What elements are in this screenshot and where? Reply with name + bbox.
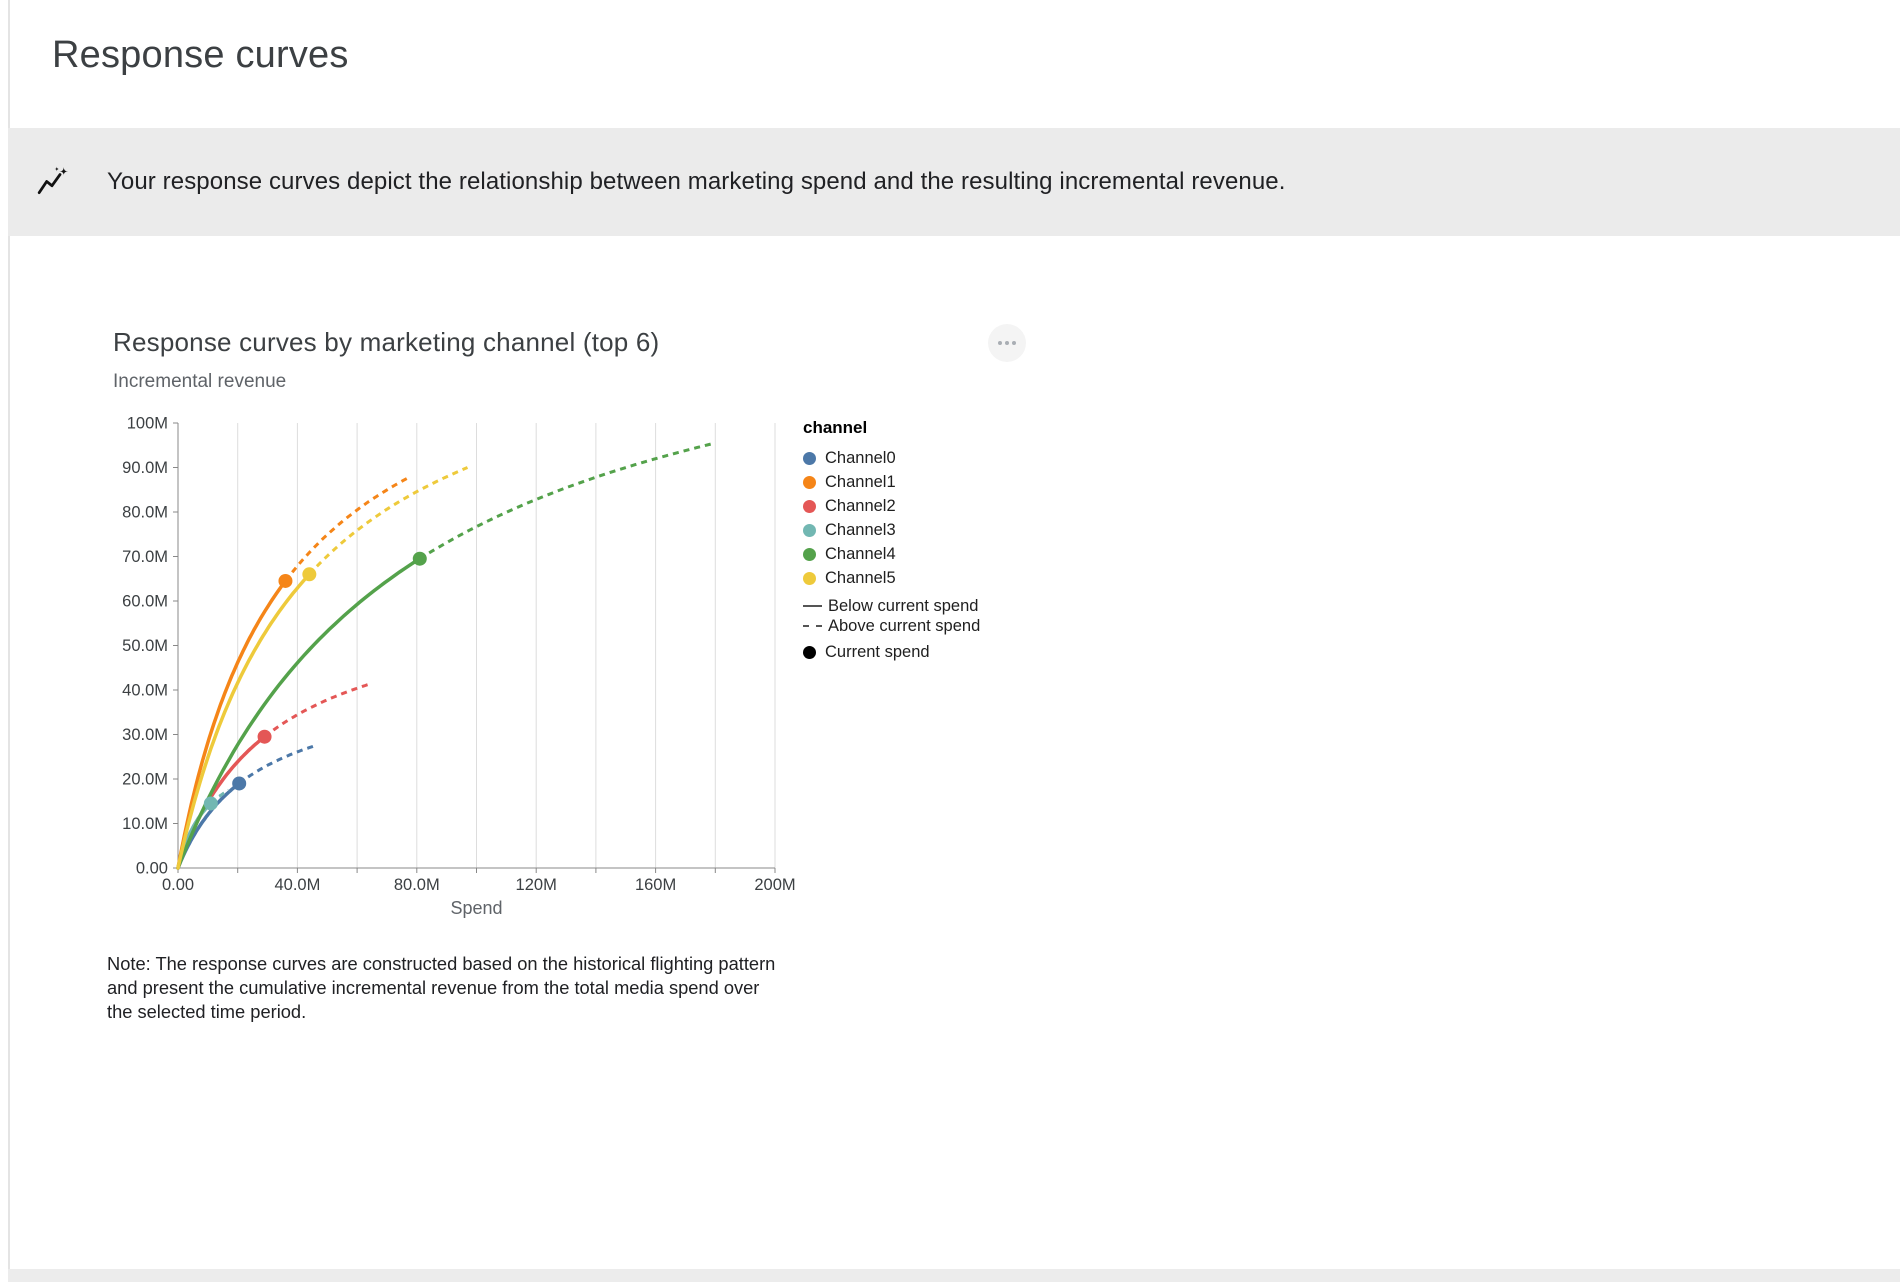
y-tick-label: 50.0M: [122, 637, 168, 655]
chart-menu-button[interactable]: [988, 324, 1026, 362]
chart-y-axis-caption: Incremental revenue: [113, 371, 287, 392]
legend-item-above-current-spend: Above current spend: [803, 616, 980, 636]
current-spend-dot-Channel4: [412, 551, 427, 566]
response-curves-chart: 0.00 40.0M 80.0M 120M 160M 200M 0.00 10.0M 20.0M…: [122, 415, 795, 919]
info-banner: Your response curves depict the relation…: [8, 128, 1900, 236]
legend-swatch: [803, 547, 816, 561]
y-tick-label: 70.0M: [122, 548, 168, 566]
curve-Channel0-above-spend: [238, 744, 316, 785]
y-tick-label: 0.00: [136, 860, 168, 878]
legend-label: Channel2: [825, 496, 896, 515]
page-title: Response curves: [52, 34, 349, 76]
legend-label: Below current spend: [828, 596, 979, 615]
x-tick-label: 160M: [635, 876, 676, 894]
y-tick-label: 20.0M: [122, 771, 168, 789]
solid-swatch: [803, 605, 822, 607]
chart-note: Note: The response curves are constructe…: [107, 953, 776, 1022]
y-tick-label: 100M: [127, 415, 168, 433]
legend-label: Channel5: [825, 568, 896, 587]
legend-item-channel1: Channel1: [803, 470, 980, 494]
x-tick-label: 200M: [754, 876, 795, 894]
chart-title: Response curves by marketing channel (to…: [113, 327, 660, 357]
legend-label: Channel0: [825, 448, 896, 467]
y-tick-label: 30.0M: [122, 726, 168, 744]
legend-label: Channel3: [825, 520, 896, 539]
left-divider: [8, 0, 10, 1282]
legend-item-channel2: Channel2: [803, 494, 980, 518]
legend-item-channel4: Channel4: [803, 542, 980, 566]
legend-item-channel3: Channel3: [803, 518, 980, 542]
legend-item-channel0: Channel0: [803, 446, 980, 470]
legend-item-below-current-spend: Below current spend: [803, 596, 980, 616]
legend-label: Current spend: [825, 642, 930, 661]
dot-swatch: [803, 645, 816, 659]
more-options-icon: [998, 341, 1002, 345]
legend-channel-items: Channel0 Channel1 Channel2 Channel3 Channel4…: [803, 446, 980, 590]
legend-label: Above current spend: [828, 616, 981, 635]
y-tick-label: 90.0M: [122, 459, 168, 477]
legend-label: Channel4: [825, 544, 896, 563]
x-tick-label: 40.0M: [274, 876, 320, 894]
curve-Channel1-above-spend: [284, 475, 412, 582]
legend-item-channel5: Channel5: [803, 566, 980, 590]
current-spend-dot-Channel0: [232, 776, 247, 791]
dashed-swatch: [803, 625, 822, 627]
y-tick-label: 60.0M: [122, 593, 168, 611]
x-tick-label: 120M: [516, 876, 557, 894]
legend-title: channel: [803, 418, 868, 437]
curve-Channel2-above-spend: [263, 681, 373, 738]
y-tick-label: 80.0M: [122, 504, 168, 522]
legend-style-items: Below current spend Above current spend Cu…: [803, 596, 980, 663]
legend-swatch: [803, 475, 816, 489]
legend-swatch: [803, 523, 816, 537]
y-tick-label: 40.0M: [122, 682, 168, 700]
curve-Channel5-above-spend: [308, 466, 469, 576]
legend-swatch: [803, 451, 816, 465]
x-axis-title: Spend: [450, 898, 502, 918]
legend-swatch: [803, 571, 816, 585]
curve-Channel5-below-spend: [176, 572, 312, 870]
current-spend-dot-Channel3: [203, 796, 218, 811]
chart-legend: channel Channel0 Channel1 Channel2 Channel3…: [803, 418, 980, 663]
curve-Channel4-below-spend: [176, 556, 422, 870]
current-spend-dot-Channel1: [278, 573, 293, 588]
x-tick-label: 80.0M: [394, 876, 440, 894]
legend-item-current-spend: Current spend: [803, 641, 980, 663]
x-tick-label: 0.00: [162, 876, 194, 894]
current-spend-dot-Channel5: [302, 567, 317, 582]
insights-icon: [36, 166, 68, 198]
curve-Channel1-below-spend: [176, 579, 288, 870]
y-tick-label: 10.0M: [122, 815, 168, 833]
legend-label: Channel1: [825, 472, 896, 491]
next-section-divider: [8, 1269, 1900, 1282]
banner-text: Your response curves depict the relation…: [107, 168, 1286, 195]
curve-Channel4-above-spend: [419, 441, 716, 560]
legend-swatch: [803, 499, 816, 513]
current-spend-dot-Channel2: [257, 729, 272, 744]
